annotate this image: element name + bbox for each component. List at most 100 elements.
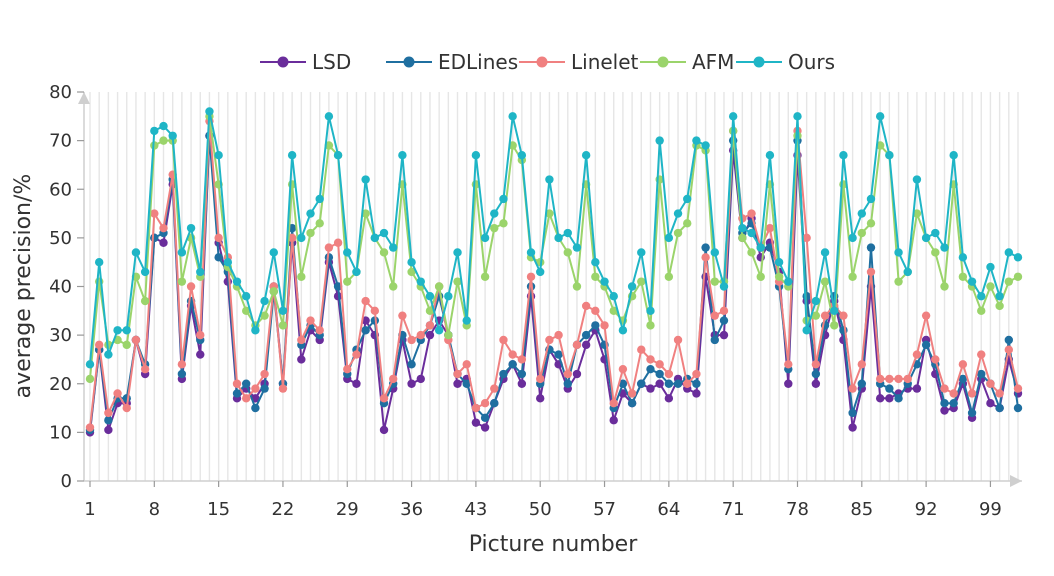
data-point [572, 340, 582, 350]
y-tick-label: 70 [49, 131, 72, 152]
data-point [885, 151, 894, 160]
data-point [572, 282, 582, 291]
data-point [416, 330, 425, 340]
data-point [297, 233, 306, 243]
data-point [756, 272, 765, 281]
data-point [104, 416, 113, 425]
data-point [186, 223, 196, 233]
data-point [563, 379, 572, 388]
legend-item-linelet: Linelet [519, 50, 639, 74]
data-point [857, 360, 867, 369]
data-point [811, 369, 821, 379]
data-point [150, 209, 159, 218]
data-point [866, 267, 876, 277]
data-point [490, 399, 499, 408]
data-point [931, 228, 940, 238]
data-point [269, 287, 278, 296]
data-point [517, 151, 527, 160]
data-point [306, 209, 315, 218]
data-point [352, 379, 361, 388]
data-point [554, 330, 563, 340]
data-point [912, 384, 922, 393]
data-point [940, 243, 949, 252]
data-point [131, 248, 141, 257]
data-point [196, 350, 205, 359]
data-point [297, 335, 306, 345]
data-point [94, 257, 104, 267]
data-point [710, 335, 719, 345]
data-point [480, 272, 490, 281]
data-point [260, 311, 269, 320]
data-point [581, 151, 591, 160]
data-point [545, 209, 554, 218]
data-point [241, 394, 251, 403]
data-point [453, 369, 462, 379]
data-point [710, 277, 719, 286]
chart-legend: LSD EDLines Linelet AFM Ours [260, 50, 835, 74]
data-point [738, 223, 747, 233]
data-point [958, 253, 968, 262]
data-point [673, 228, 683, 238]
data-point [122, 326, 131, 335]
data-point [820, 311, 830, 320]
y-tick-label: 60 [49, 179, 72, 200]
data-point [94, 340, 104, 350]
data-point [1013, 384, 1023, 393]
data-point [232, 379, 242, 388]
data-point [784, 360, 793, 369]
data-point [894, 394, 903, 403]
data-point [241, 306, 251, 316]
data-point [352, 267, 361, 277]
data-point [241, 379, 251, 388]
x-tick-label: 71 [722, 499, 745, 520]
data-point [692, 369, 701, 379]
data-point [563, 248, 572, 257]
data-point [214, 253, 223, 262]
data-point [986, 399, 995, 408]
chart-series [85, 107, 1023, 437]
data-point [664, 379, 674, 388]
data-point [692, 136, 701, 145]
data-point [977, 292, 986, 301]
data-point [251, 384, 260, 393]
data-point [113, 389, 122, 398]
data-point [627, 282, 637, 291]
data-point [940, 399, 949, 408]
data-point [664, 394, 674, 403]
data-point [958, 360, 968, 369]
x-tick-label: 43 [464, 499, 487, 520]
legend-item-afm: AFM [640, 50, 734, 74]
data-point [1004, 277, 1014, 286]
data-point [774, 272, 784, 281]
data-point [646, 355, 655, 364]
data-point [508, 112, 517, 121]
data-point [241, 292, 251, 301]
data-point [407, 360, 416, 369]
data-point [747, 209, 756, 218]
data-point [738, 233, 747, 243]
data-point [830, 306, 839, 316]
data-point [306, 228, 315, 238]
data-point [343, 277, 352, 286]
data-point [232, 277, 242, 286]
data-point [1004, 345, 1014, 354]
data-point [453, 277, 462, 286]
legend-item-edlines: EDLines [386, 50, 518, 74]
data-point [875, 374, 885, 384]
data-point [949, 151, 958, 160]
legend-label: LSD [312, 50, 351, 74]
y-tick-label: 40 [49, 277, 72, 298]
legend-swatch-marker [753, 56, 765, 68]
legend-swatch-marker [277, 56, 289, 68]
data-point [866, 194, 876, 204]
data-point [802, 233, 811, 243]
data-point [885, 374, 894, 384]
data-point [499, 369, 508, 379]
data-point [214, 151, 223, 160]
data-point [710, 311, 719, 320]
data-point [370, 306, 380, 316]
data-point [618, 379, 628, 388]
data-point [894, 277, 903, 286]
data-point [655, 379, 664, 388]
